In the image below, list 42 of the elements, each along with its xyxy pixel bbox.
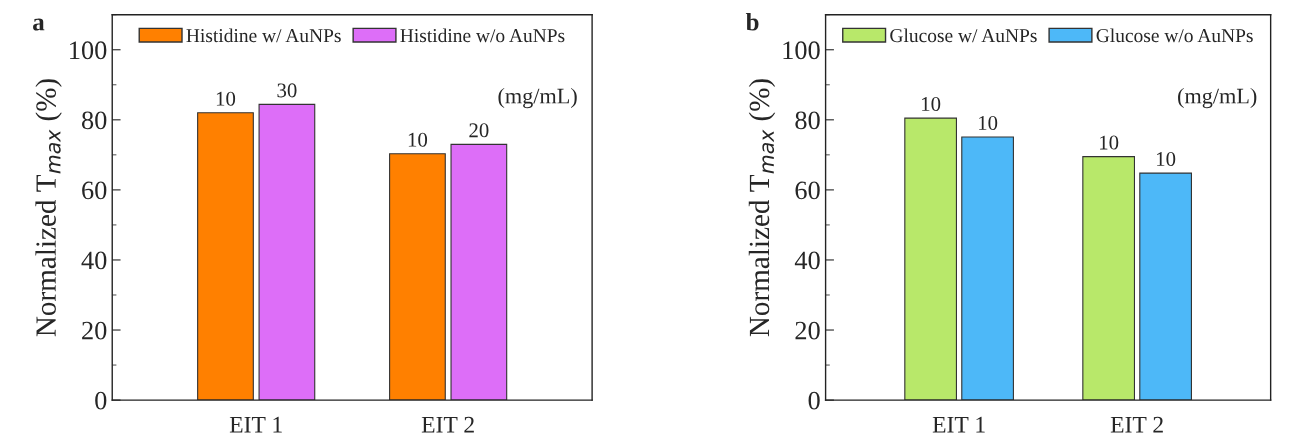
y-axis-title: Normalized T$_{max}$ (%) (748, 79, 776, 337)
y-tick-label: 0 (95, 391, 107, 410)
y-axis-title: Normalized T$_{max}$ (%) (35, 79, 62, 337)
y-tick-label: 0 (808, 391, 820, 410)
legend-label: Histidine w/o AuNPs (400, 28, 565, 43)
x-tick-label: EIT 1 (229, 416, 282, 433)
annotation: (mg/mL) (1178, 87, 1257, 109)
legend-label: Histidine w/ AuNPs (186, 28, 341, 43)
annotation: 10 (1157, 152, 1176, 167)
legend-label: Glucose w/ AuNPs (890, 28, 1037, 43)
x-tick-label: EIT 2 (1110, 416, 1163, 433)
y-tick-label: 80 (81, 111, 107, 130)
y-tick-label: 60 (82, 181, 107, 200)
y-tick-label: 40 (81, 251, 107, 270)
x-tick-label: EIT 2 (421, 416, 474, 433)
y-tick-label: 20 (795, 321, 820, 340)
bar (961, 136, 1014, 401)
bar (450, 143, 508, 401)
bar (1082, 156, 1136, 401)
legend-label: Glucose w/o AuNPs (1096, 28, 1253, 43)
chart-title: b (745, 12, 759, 31)
annotation: (mg/mL) (498, 87, 577, 109)
annotation: 10 (216, 91, 236, 106)
annotation: 30 (277, 83, 297, 98)
y-tick-label: 100 (70, 41, 107, 60)
bar (904, 117, 957, 401)
annotation: 20 (469, 123, 489, 138)
annotation: 10 (922, 97, 941, 112)
x-tick-label: EIT 1 (932, 416, 985, 433)
y-tick-label: 60 (795, 181, 820, 200)
y-tick-label: 40 (794, 251, 820, 270)
chart-title: a (33, 18, 45, 31)
bar (1139, 172, 1192, 401)
y-tick-label: 20 (82, 321, 107, 340)
annotation: 10 (979, 115, 998, 130)
y-tick-label: 100 (783, 41, 820, 60)
y-tick-label: 80 (795, 111, 820, 130)
annotation: 10 (408, 132, 428, 147)
bar (258, 103, 316, 401)
bar (197, 112, 254, 401)
bar (389, 153, 446, 401)
annotation: 10 (1100, 135, 1119, 150)
